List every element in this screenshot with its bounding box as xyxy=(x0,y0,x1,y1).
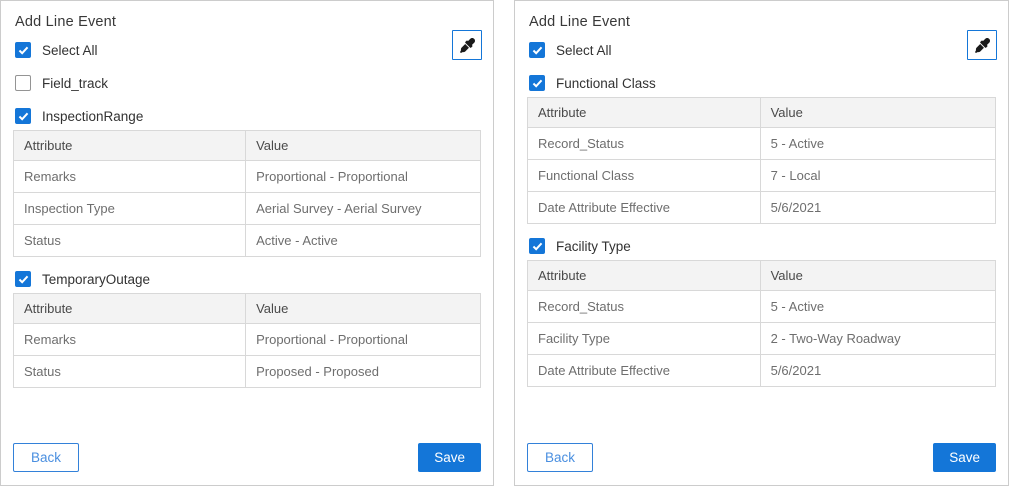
value-column-header: Value xyxy=(245,293,481,324)
value-cell: 5/6/2021 xyxy=(759,354,997,387)
eyedropper-icon xyxy=(974,37,990,53)
layer-row-functional-class: Functional Class xyxy=(529,75,996,91)
eyedropper-icon xyxy=(459,37,475,53)
select-all-checkbox[interactable] xyxy=(15,42,31,58)
attribute-column-header: Attribute xyxy=(12,130,247,161)
save-button[interactable]: Save xyxy=(933,443,996,472)
attr-cell: Inspection Type xyxy=(12,192,247,225)
attr-cell: Functional Class xyxy=(527,159,761,192)
page-title: Add Line Event xyxy=(529,14,631,30)
attr-cell: Date Attribute Effective xyxy=(527,191,761,224)
value-cell: 7 - Local xyxy=(759,159,997,192)
attribute-table-functional-class: Attribute Value Record_Status 5 - Active… xyxy=(527,97,997,224)
select-all-checkbox[interactable] xyxy=(529,42,545,58)
temporaryoutage-checkbox[interactable] xyxy=(15,271,31,287)
select-all-label: Select All xyxy=(42,42,98,58)
layer-label: InspectionRange xyxy=(42,108,144,124)
value-cell: 2 - Two-Way Roadway xyxy=(759,322,997,355)
value-cell: 5 - Active xyxy=(759,290,997,323)
table-header-row: Attribute Value xyxy=(527,97,997,128)
table-row: Remarks Proportional - Proportional xyxy=(12,323,481,356)
layer-label: TemporaryOutage xyxy=(42,271,151,287)
add-line-event-panel-right: Add Line Event Select All Functional Cla… xyxy=(514,0,1009,486)
attribute-column-header: Attribute xyxy=(12,293,247,324)
table-row: Record_Status 5 - Active xyxy=(527,127,997,160)
value-cell: 5 - Active xyxy=(759,127,997,160)
attr-cell: Remarks xyxy=(12,160,247,193)
add-line-event-panel-left: Add Line Event Select All Field_track In… xyxy=(0,0,494,486)
table-row: Record_Status 5 - Active xyxy=(527,290,997,323)
select-all-row: Select All xyxy=(15,42,481,58)
attribute-picker-button[interactable] xyxy=(452,30,482,60)
value-cell: Proposed - Proposed xyxy=(245,355,481,388)
table-header-row: Attribute Value xyxy=(12,130,481,161)
table-header-row: Attribute Value xyxy=(12,293,481,324)
functional-class-checkbox[interactable] xyxy=(529,75,545,91)
layer-row-facility-type: Facility Type xyxy=(529,238,996,254)
attribute-table-facility-type: Attribute Value Record_Status 5 - Active… xyxy=(527,260,997,387)
save-button[interactable]: Save xyxy=(418,443,481,472)
value-column-header: Value xyxy=(759,260,997,291)
value-cell: Proportional - Proportional xyxy=(245,160,481,193)
layer-label: Field_track xyxy=(42,75,109,91)
back-button[interactable]: Back xyxy=(527,443,594,472)
attr-cell: Record_Status xyxy=(527,127,761,160)
attribute-picker-button[interactable] xyxy=(967,30,997,60)
attr-cell: Remarks xyxy=(12,323,247,356)
table-row: Functional Class 7 - Local xyxy=(527,159,997,192)
attribute-column-header: Attribute xyxy=(527,260,761,291)
table-row: Date Attribute Effective 5/6/2021 xyxy=(527,191,997,224)
select-all-row: Select All xyxy=(529,42,996,58)
attr-cell: Record_Status xyxy=(527,290,761,323)
table-row: Status Proposed - Proposed xyxy=(12,355,481,388)
attr-cell: Facility Type xyxy=(527,322,761,355)
table-row: Date Attribute Effective 5/6/2021 xyxy=(527,354,997,387)
value-cell: Active - Active xyxy=(245,224,481,257)
table-row: Status Active - Active xyxy=(12,224,481,257)
attr-cell: Date Attribute Effective xyxy=(527,354,761,387)
table-row: Facility Type 2 - Two-Way Roadway xyxy=(527,322,997,355)
layer-label: Functional Class xyxy=(556,75,656,91)
attr-cell: Status xyxy=(12,224,247,257)
facility-type-checkbox[interactable] xyxy=(529,238,545,254)
table-row: Inspection Type Aerial Survey - Aerial S… xyxy=(12,192,481,225)
layer-row-inspectionrange: InspectionRange xyxy=(15,108,481,124)
field-track-checkbox[interactable] xyxy=(15,75,31,91)
back-button[interactable]: Back xyxy=(13,443,80,472)
value-column-header: Value xyxy=(245,130,481,161)
attr-cell: Status xyxy=(12,355,247,388)
value-cell: Proportional - Proportional xyxy=(245,323,481,356)
attribute-table-inspectionrange: Attribute Value Remarks Proportional - P… xyxy=(12,130,481,257)
layer-label: Facility Type xyxy=(556,238,631,254)
attribute-table-temporaryoutage: Attribute Value Remarks Proportional - P… xyxy=(12,293,481,388)
layer-row-field-track: Field_track xyxy=(15,75,481,91)
table-row: Remarks Proportional - Proportional xyxy=(12,160,481,193)
value-cell: 5/6/2021 xyxy=(759,191,997,224)
select-all-label: Select All xyxy=(556,42,612,58)
layer-row-temporaryoutage: TemporaryOutage xyxy=(15,271,481,287)
page-title: Add Line Event xyxy=(15,14,117,30)
inspectionrange-checkbox[interactable] xyxy=(15,108,31,124)
table-header-row: Attribute Value xyxy=(527,260,997,291)
attribute-column-header: Attribute xyxy=(527,97,761,128)
value-column-header: Value xyxy=(759,97,997,128)
value-cell: Aerial Survey - Aerial Survey xyxy=(245,192,481,225)
